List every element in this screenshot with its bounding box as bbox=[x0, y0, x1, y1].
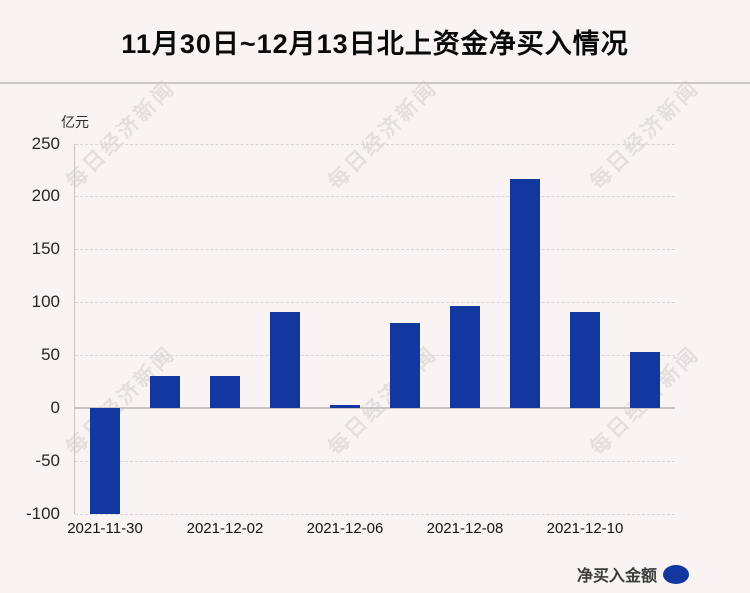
bar bbox=[630, 351, 660, 408]
bar bbox=[90, 408, 120, 514]
bar bbox=[150, 376, 180, 408]
y-tick-label: 200 bbox=[31, 186, 60, 206]
gridline bbox=[75, 249, 675, 251]
legend-label: 净买入金额 bbox=[576, 568, 657, 585]
gridline bbox=[75, 143, 675, 145]
legend: 净买入金额 bbox=[577, 560, 689, 588]
y-tick-label: -50 bbox=[35, 450, 60, 470]
y-tick-label: 100 bbox=[31, 292, 60, 312]
bar bbox=[210, 376, 240, 408]
y-tick-label: 0 bbox=[50, 398, 60, 417]
y-tick-label: 250 bbox=[31, 133, 60, 153]
title-divider bbox=[0, 82, 750, 84]
x-tick-label: 2021-11-30 bbox=[67, 520, 143, 537]
gridline bbox=[75, 513, 675, 515]
x-tick-label: 2021-12-10 bbox=[546, 520, 624, 537]
y-tick-label: -100 bbox=[25, 503, 60, 523]
y-tick-label: 150 bbox=[31, 239, 60, 259]
x-tick-label: 2021-12-08 bbox=[426, 520, 504, 537]
bar bbox=[450, 306, 480, 408]
gridline bbox=[75, 355, 675, 357]
y-axis-line bbox=[74, 143, 75, 514]
page-title: 11月30日~12月13日北上资金净买入情况 bbox=[121, 28, 629, 59]
legend-marker-ellipse bbox=[663, 564, 689, 584]
gridline bbox=[75, 460, 675, 462]
zero-gridline bbox=[75, 407, 675, 409]
bar bbox=[510, 179, 540, 408]
bar bbox=[390, 323, 420, 408]
bar bbox=[270, 311, 300, 408]
bar bbox=[570, 311, 600, 408]
bar bbox=[330, 404, 360, 408]
x-tick-label: 2021-12-06 bbox=[306, 520, 384, 537]
title-bar: 11月30日~12月13日北上资金净买入情况 bbox=[0, 0, 750, 82]
x-tick-label: 2021-12-02 bbox=[186, 520, 264, 537]
y-axis-unit-label: 亿元 bbox=[61, 114, 89, 130]
y-tick-label: 50 bbox=[41, 345, 60, 365]
gridline bbox=[75, 196, 675, 198]
gridline bbox=[75, 302, 675, 304]
